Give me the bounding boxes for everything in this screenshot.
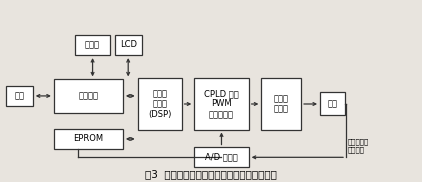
Text: 电压电流温
度等信号: 电压电流温 度等信号 <box>347 139 368 153</box>
Bar <box>115 35 142 55</box>
Text: 主功率
变换器: 主功率 变换器 <box>274 94 289 114</box>
Text: 计算机: 计算机 <box>85 40 100 49</box>
Text: 接口电路: 接口电路 <box>78 91 98 100</box>
Text: A/D 转换器: A/D 转换器 <box>205 153 238 162</box>
Bar <box>320 92 345 115</box>
Text: 图3  基于数字信号处理的开关电源原理结构图: 图3 基于数字信号处理的开关电源原理结构图 <box>145 169 277 179</box>
Bar <box>261 78 301 130</box>
Bar <box>5 86 33 106</box>
Bar <box>194 147 249 167</box>
Text: LCD: LCD <box>120 40 137 49</box>
Bar <box>54 129 123 149</box>
Text: EPROM: EPROM <box>73 134 103 143</box>
Text: 负载: 负载 <box>327 99 338 108</box>
Bar <box>54 79 123 112</box>
Text: 数字信
号处理
(DSP): 数字信 号处理 (DSP) <box>148 89 171 119</box>
Bar <box>138 78 181 130</box>
Bar <box>194 78 249 130</box>
Text: 键盘: 键盘 <box>14 91 24 100</box>
Bar <box>75 35 111 55</box>
Text: CPLD 数字
PWM
波形发生器: CPLD 数字 PWM 波形发生器 <box>204 89 239 119</box>
